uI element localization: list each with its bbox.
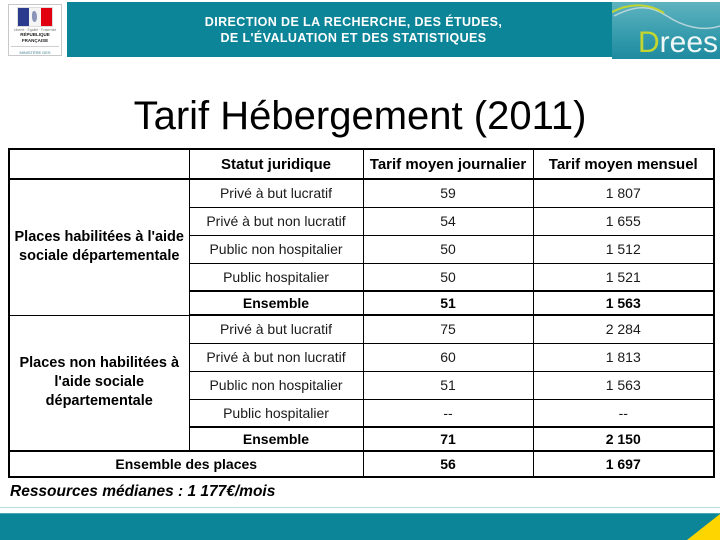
statut-cell: Public hospitalier xyxy=(188,262,364,292)
table-row: Privé à but non lucratif 60 1 813 xyxy=(9,342,715,372)
direction-title: DIRECTION DE LA RECHERCHE, DES ÉTUDES, D… xyxy=(167,14,540,46)
table-row-ensemble: Ensemble 71 2 150 xyxy=(9,426,715,452)
mensuel-cell: 2 150 xyxy=(532,426,715,452)
corner-cell xyxy=(8,148,190,180)
page-title: Tarif Hébergement (2011) xyxy=(133,94,587,138)
mensuel-cell: 1 807 xyxy=(532,178,715,208)
header-band: DIRECTION DE LA RECHERCHE, DES ÉTUDES, D… xyxy=(67,2,720,59)
journalier-cell: -- xyxy=(362,398,534,428)
french-flag-icon xyxy=(17,7,53,27)
statut-cell: Ensemble xyxy=(188,290,364,316)
drees-curve-icon xyxy=(612,4,720,30)
bottom-divider xyxy=(0,507,720,508)
ministry-logo: Liberté · Égalité · Fraternité RÉPUBLIQU… xyxy=(8,4,62,56)
total-label: Ensemble des places xyxy=(8,450,364,478)
table-row: Privé à but non lucratif 54 1 655 xyxy=(9,206,715,236)
table-row: Public hospitalier -- -- xyxy=(9,398,715,428)
table-row: Public hospitalier 50 1 521 xyxy=(9,262,715,292)
drees-rest: rees xyxy=(659,26,718,59)
journalier-cell: 75 xyxy=(362,314,534,344)
col-tarif-mensuel: Tarif moyen mensuel xyxy=(532,148,715,180)
journalier-cell: 51 xyxy=(362,370,534,400)
footer-bar xyxy=(0,513,720,540)
mensuel-cell: 1 655 xyxy=(532,206,715,236)
table-row: Public non hospitalier 51 1 563 xyxy=(9,370,715,400)
group2-label: Places non habilitées à l'aide sociale d… xyxy=(8,314,190,452)
statut-cell: Privé à but non lucratif xyxy=(188,206,364,236)
statut-cell: Privé à but lucratif xyxy=(188,314,364,344)
statut-cell: Privé à but lucratif xyxy=(188,178,364,208)
journalier-cell: 51 xyxy=(362,290,534,316)
table-row: Public non hospitalier 50 1 512 xyxy=(9,234,715,264)
table-row-total: Ensemble des places 56 1 697 xyxy=(8,450,715,478)
ministry-label: MINISTÈRE DES AFFAIRES SOCIALES ET DE LA… xyxy=(19,50,51,55)
drees-initial: D xyxy=(637,26,660,59)
table-row: Places habilitées à l'aide sociale dépar… xyxy=(8,178,715,316)
ministry-motto: Liberté · Égalité · Fraternité xyxy=(13,28,57,32)
tarif-table: Statut juridique Tarif moyen journalier … xyxy=(8,148,715,478)
journalier-cell: 59 xyxy=(362,178,534,208)
drees-wordmark: Drees xyxy=(638,28,718,58)
journalier-cell: 60 xyxy=(362,342,534,372)
statut-cell: Public non hospitalier xyxy=(188,234,364,264)
statut-cell: Privé à but non lucratif xyxy=(188,342,364,372)
statut-cell: Ensemble xyxy=(188,426,364,452)
journalier-cell: 50 xyxy=(362,262,534,292)
table-header-row: Statut juridique Tarif moyen journalier … xyxy=(8,148,715,180)
statut-cell: Public hospitalier xyxy=(188,398,364,428)
statut-cell: Public non hospitalier xyxy=(188,370,364,400)
total-journalier: 56 xyxy=(362,450,534,478)
total-mensuel: 1 697 xyxy=(532,450,715,478)
mensuel-cell: 1 563 xyxy=(532,290,715,316)
mensuel-cell: 1 813 xyxy=(532,342,715,372)
mensuel-cell: 1 521 xyxy=(532,262,715,292)
table-row-ensemble: Ensemble 51 1 563 xyxy=(9,290,715,316)
republic-label: RÉPUBLIQUE FRANÇAISE xyxy=(11,32,59,47)
mensuel-cell: 1 512 xyxy=(532,234,715,264)
mensuel-cell: -- xyxy=(532,398,715,428)
journalier-cell: 71 xyxy=(362,426,534,452)
footnote-ressources: Ressources médianes : 1 177€/mois xyxy=(10,483,276,500)
mensuel-cell: 2 284 xyxy=(532,314,715,344)
journalier-cell: 50 xyxy=(362,234,534,264)
col-statut-juridique: Statut juridique xyxy=(188,148,364,180)
group1-label: Places habilitées à l'aide sociale dépar… xyxy=(8,178,190,316)
drees-logo: Drees xyxy=(612,2,720,59)
mensuel-cell: 1 563 xyxy=(532,370,715,400)
table-row: Places non habilitées à l'aide sociale d… xyxy=(8,314,715,452)
journalier-cell: 54 xyxy=(362,206,534,236)
col-tarif-journalier: Tarif moyen journalier xyxy=(362,148,534,180)
direction-line2: DE L'ÉVALUATION ET DES STATISTIQUES xyxy=(220,31,487,45)
direction-line1: DIRECTION DE LA RECHERCHE, DES ÉTUDES, xyxy=(204,15,503,29)
